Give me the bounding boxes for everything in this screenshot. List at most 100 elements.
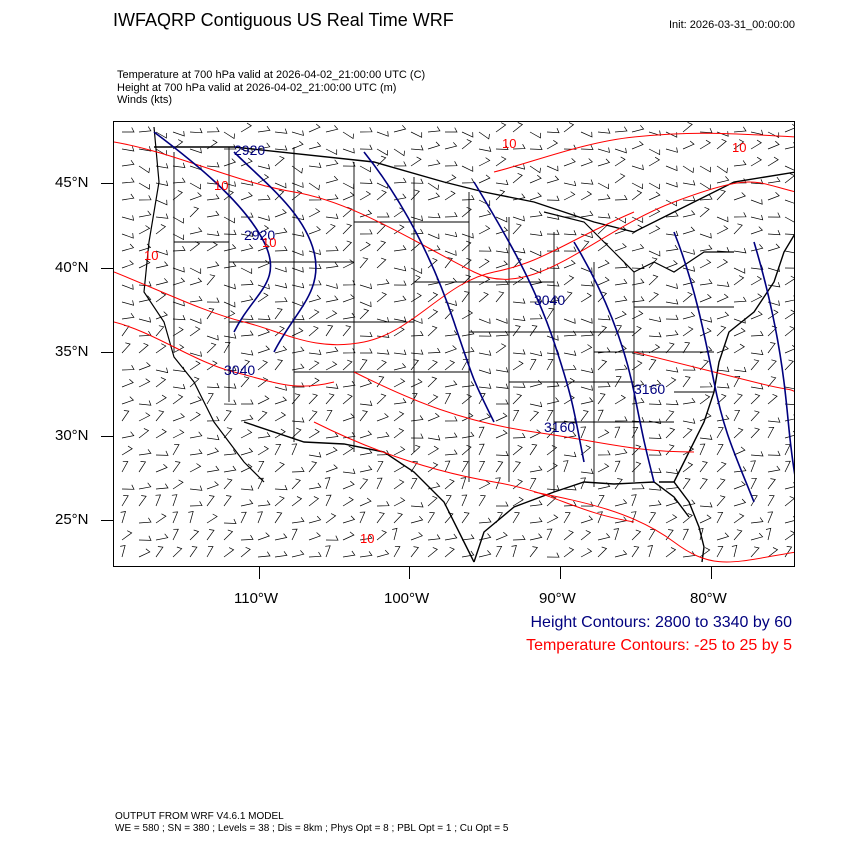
wind-barb [393, 161, 407, 167]
wind-barb [699, 232, 712, 239]
wind-barb [121, 260, 134, 269]
wind-barb [291, 550, 305, 558]
wind-barb [342, 531, 355, 541]
lat-tick [101, 520, 113, 521]
wind-barb [410, 349, 424, 355]
wind-barb [376, 512, 385, 524]
wind-barb [716, 545, 724, 558]
wind-barb [359, 301, 372, 308]
gulf-coast [473, 481, 690, 563]
wind-barb [308, 182, 320, 191]
lon-tick [560, 567, 561, 579]
wind-barb [716, 532, 730, 541]
wind-barb [546, 462, 558, 473]
wind-barb [240, 192, 253, 201]
wind-barb [495, 179, 509, 186]
wind-barb [206, 210, 220, 218]
wind-barb [716, 259, 729, 269]
wind-barb [359, 257, 369, 269]
wind-barb [478, 383, 492, 389]
wind-barb [427, 309, 439, 320]
wind-barb [206, 434, 220, 441]
wind-barb [274, 266, 287, 273]
wind-barb [444, 416, 458, 422]
wind-barb [597, 315, 611, 321]
wind-barb [223, 449, 237, 456]
wind-barb [121, 342, 131, 354]
wind-barb [274, 155, 285, 167]
wind-barb [597, 223, 608, 235]
wind-barb [325, 513, 337, 524]
wind-barb [699, 514, 712, 524]
wind-barb [461, 346, 475, 354]
wind-barb [138, 412, 151, 422]
wind-barb [376, 431, 390, 439]
wind-barb [784, 546, 793, 558]
wind-barb [206, 230, 220, 237]
wind-barb [699, 412, 712, 422]
wind-barb [359, 533, 373, 541]
wind-barb [427, 445, 439, 456]
wind-barb [342, 131, 354, 140]
wind-barb [733, 343, 745, 354]
wind-barb [580, 445, 592, 456]
wind-barb [410, 330, 424, 337]
wind-barb [478, 331, 492, 337]
wind-barb [121, 530, 133, 541]
wind-barb [189, 192, 202, 201]
wind-barb [512, 409, 520, 422]
wind-barb [393, 148, 405, 157]
wind-barb [580, 144, 594, 150]
wind-barb [512, 315, 526, 322]
lat-label-25: 25°N [55, 511, 89, 528]
wind-barb [767, 156, 779, 167]
wind-barb [495, 450, 509, 456]
wind-barb [716, 393, 727, 405]
wind-barb [733, 275, 745, 286]
wind-barb [546, 409, 554, 422]
wind-barb [750, 427, 760, 439]
wind-barb [546, 427, 556, 439]
wind-barb [240, 463, 253, 473]
wind-barb [529, 429, 542, 439]
wind-barb [257, 377, 269, 388]
wind-barb [308, 263, 322, 269]
wind-barb [563, 451, 577, 458]
wind-barb [376, 279, 390, 286]
wind-barb [563, 485, 577, 491]
wind-barb [512, 512, 520, 524]
wind-barb [172, 131, 185, 137]
wind-barb [240, 314, 254, 320]
wind-barb [716, 414, 730, 422]
wind-barb [393, 349, 407, 355]
wind-barb [495, 545, 503, 558]
wind-barb [172, 344, 185, 354]
wind-barb [121, 159, 135, 167]
wind-barb [563, 530, 574, 541]
wind-barb [716, 247, 730, 253]
wind-barb [223, 427, 233, 439]
wind-barb [376, 413, 389, 422]
height-contour-label: 3040 [534, 292, 565, 308]
wind-barb [325, 310, 338, 320]
wind-barb [189, 501, 203, 507]
wind-barb [155, 311, 168, 320]
wind-barb [376, 240, 387, 252]
wind-barb [325, 223, 336, 235]
wind-barb [359, 178, 373, 184]
wind-barb [410, 532, 423, 541]
wind-barb [495, 429, 508, 439]
wind-barb [495, 461, 504, 473]
wind-barb [597, 393, 606, 405]
wind-barb [580, 158, 593, 167]
wind-barb [376, 257, 387, 269]
west-coast [143, 126, 265, 483]
wind-barb [308, 393, 318, 405]
wind-barb [274, 297, 288, 303]
wind-barb [240, 244, 254, 252]
wind-barb [767, 511, 774, 524]
wind-barb [274, 209, 287, 218]
wind-barb [223, 341, 231, 354]
wind-barb [665, 314, 679, 320]
wind-barb [291, 417, 305, 423]
